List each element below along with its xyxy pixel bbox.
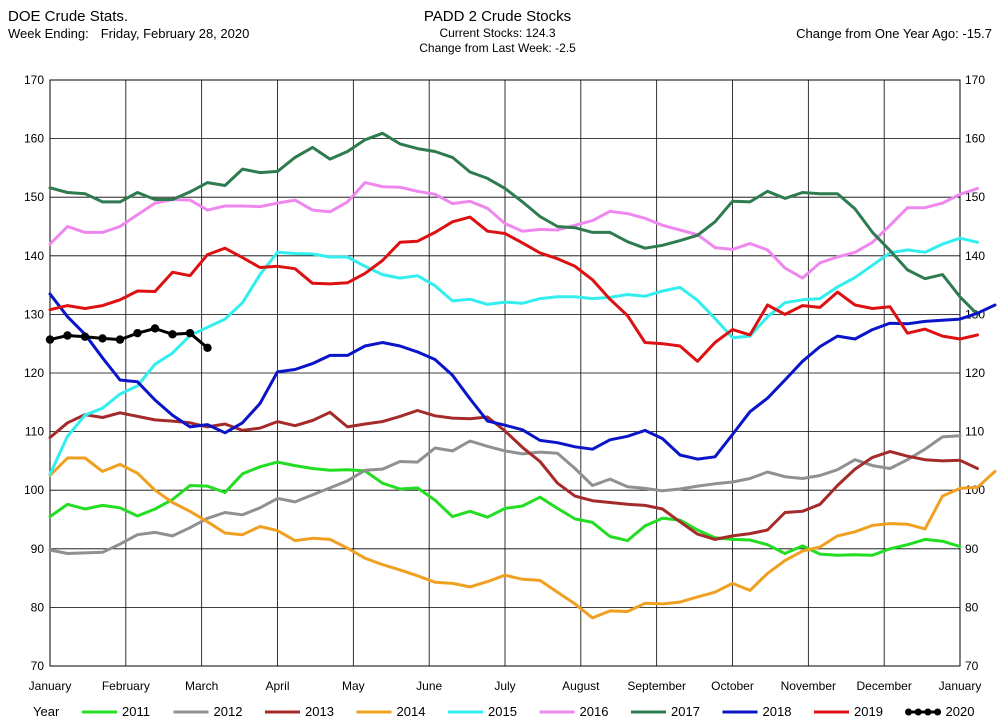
y-tick-label-right: 100 bbox=[965, 483, 985, 497]
series-line-2017 bbox=[48, 131, 979, 316]
week-ending: Week Ending: Friday, February 28, 2020 bbox=[8, 27, 249, 40]
legend-label-2019: 2019 bbox=[854, 704, 883, 719]
x-tick-label: November bbox=[781, 679, 836, 693]
week-ending-value: Friday, February 28, 2020 bbox=[100, 26, 250, 41]
legend-label-2014: 2014 bbox=[397, 704, 426, 719]
legend-title: Year bbox=[33, 704, 60, 719]
legend-label-2020: 2020 bbox=[946, 704, 975, 719]
y-tick-label-right: 150 bbox=[965, 190, 985, 204]
legend-marker-2020 bbox=[924, 708, 932, 716]
series-line-2012 bbox=[48, 434, 962, 555]
x-tick-label: October bbox=[711, 679, 754, 693]
x-tick-label: December bbox=[856, 679, 911, 693]
legend-label-2016: 2016 bbox=[580, 704, 609, 719]
x-tick-label: May bbox=[342, 679, 365, 693]
series-point-2020 bbox=[115, 335, 125, 344]
change-from-last-week: Change from Last Week: -2.5 bbox=[419, 41, 576, 55]
y-tick-label-left: 100 bbox=[24, 483, 44, 497]
series-point-2020 bbox=[185, 328, 195, 338]
series-point-2020 bbox=[98, 334, 107, 343]
y-tick-label-left: 140 bbox=[24, 249, 44, 263]
week-ending-label: Week Ending: bbox=[8, 26, 89, 41]
y-tick-label-right: 160 bbox=[965, 132, 985, 146]
y-tick-label-right: 140 bbox=[965, 249, 985, 263]
x-tick-label: July bbox=[494, 679, 515, 693]
y-tick-label-left: 90 bbox=[31, 542, 45, 556]
x-tick-label: January bbox=[29, 679, 72, 693]
plot-frame bbox=[49, 79, 961, 667]
series-point-2020 bbox=[80, 332, 90, 341]
y-tick-label-left: 130 bbox=[24, 307, 44, 321]
legend-label-2012: 2012 bbox=[214, 704, 243, 719]
current-stocks: Current Stocks: 124.3 bbox=[439, 26, 556, 40]
legend-label-2011: 2011 bbox=[122, 704, 150, 719]
y-tick-label-left: 110 bbox=[25, 425, 44, 439]
x-tick-label: January bbox=[939, 679, 982, 693]
x-tick-label: June bbox=[416, 679, 442, 693]
y-tick-label-left: 120 bbox=[24, 366, 44, 380]
y-tick-label-left: 150 bbox=[24, 190, 44, 204]
source-title: DOE Crude Stats. bbox=[8, 8, 129, 25]
legend-marker-2020 bbox=[934, 708, 942, 716]
y-tick-label-left: 170 bbox=[24, 73, 44, 87]
y-tick-label-left: 80 bbox=[31, 600, 45, 614]
series-line-2013 bbox=[48, 409, 979, 541]
y-tick-label-right: 80 bbox=[965, 600, 979, 614]
y-tick-label-left: 160 bbox=[24, 132, 44, 146]
legend-label-2013: 2013 bbox=[305, 704, 334, 719]
legend-marker-2020 bbox=[905, 708, 912, 716]
series-line-2016 bbox=[48, 181, 979, 280]
series-line-2019 bbox=[48, 215, 979, 363]
chart-title: PADD 2 Crude Stocks bbox=[423, 8, 572, 25]
y-tick-label-right: 110 bbox=[965, 425, 984, 439]
change-from-one-year-ago: Change from One Year Ago: -15.7 bbox=[796, 26, 992, 41]
series-point-2020 bbox=[45, 335, 55, 344]
x-tick-label: March bbox=[185, 679, 218, 693]
series-point-2020 bbox=[133, 328, 142, 338]
series-line-2014 bbox=[48, 456, 997, 620]
x-tick-label: February bbox=[102, 679, 150, 693]
legend-label-2018: 2018 bbox=[763, 704, 792, 719]
y-tick-label-right: 90 bbox=[965, 542, 979, 556]
series-point-2020 bbox=[203, 343, 212, 353]
legend-label-2015: 2015 bbox=[488, 704, 517, 719]
series-point-2020 bbox=[168, 330, 177, 339]
x-tick-label: April bbox=[265, 679, 289, 693]
x-tick-label: August bbox=[562, 679, 600, 693]
y-tick-label-left: 70 bbox=[31, 659, 45, 673]
x-tick-label: September bbox=[627, 679, 686, 693]
y-tick-label-right: 120 bbox=[965, 366, 985, 380]
legend-marker-2020 bbox=[914, 708, 922, 716]
series-point-2020 bbox=[63, 331, 72, 340]
y-tick-label-right: 70 bbox=[965, 659, 979, 673]
series-point-2020 bbox=[150, 324, 160, 333]
y-tick-label-right: 170 bbox=[965, 73, 985, 87]
series-line-2015 bbox=[48, 236, 979, 476]
legend-label-2017: 2017 bbox=[671, 704, 700, 719]
series-line-2020 bbox=[48, 327, 209, 350]
series-line-2018 bbox=[48, 292, 997, 461]
